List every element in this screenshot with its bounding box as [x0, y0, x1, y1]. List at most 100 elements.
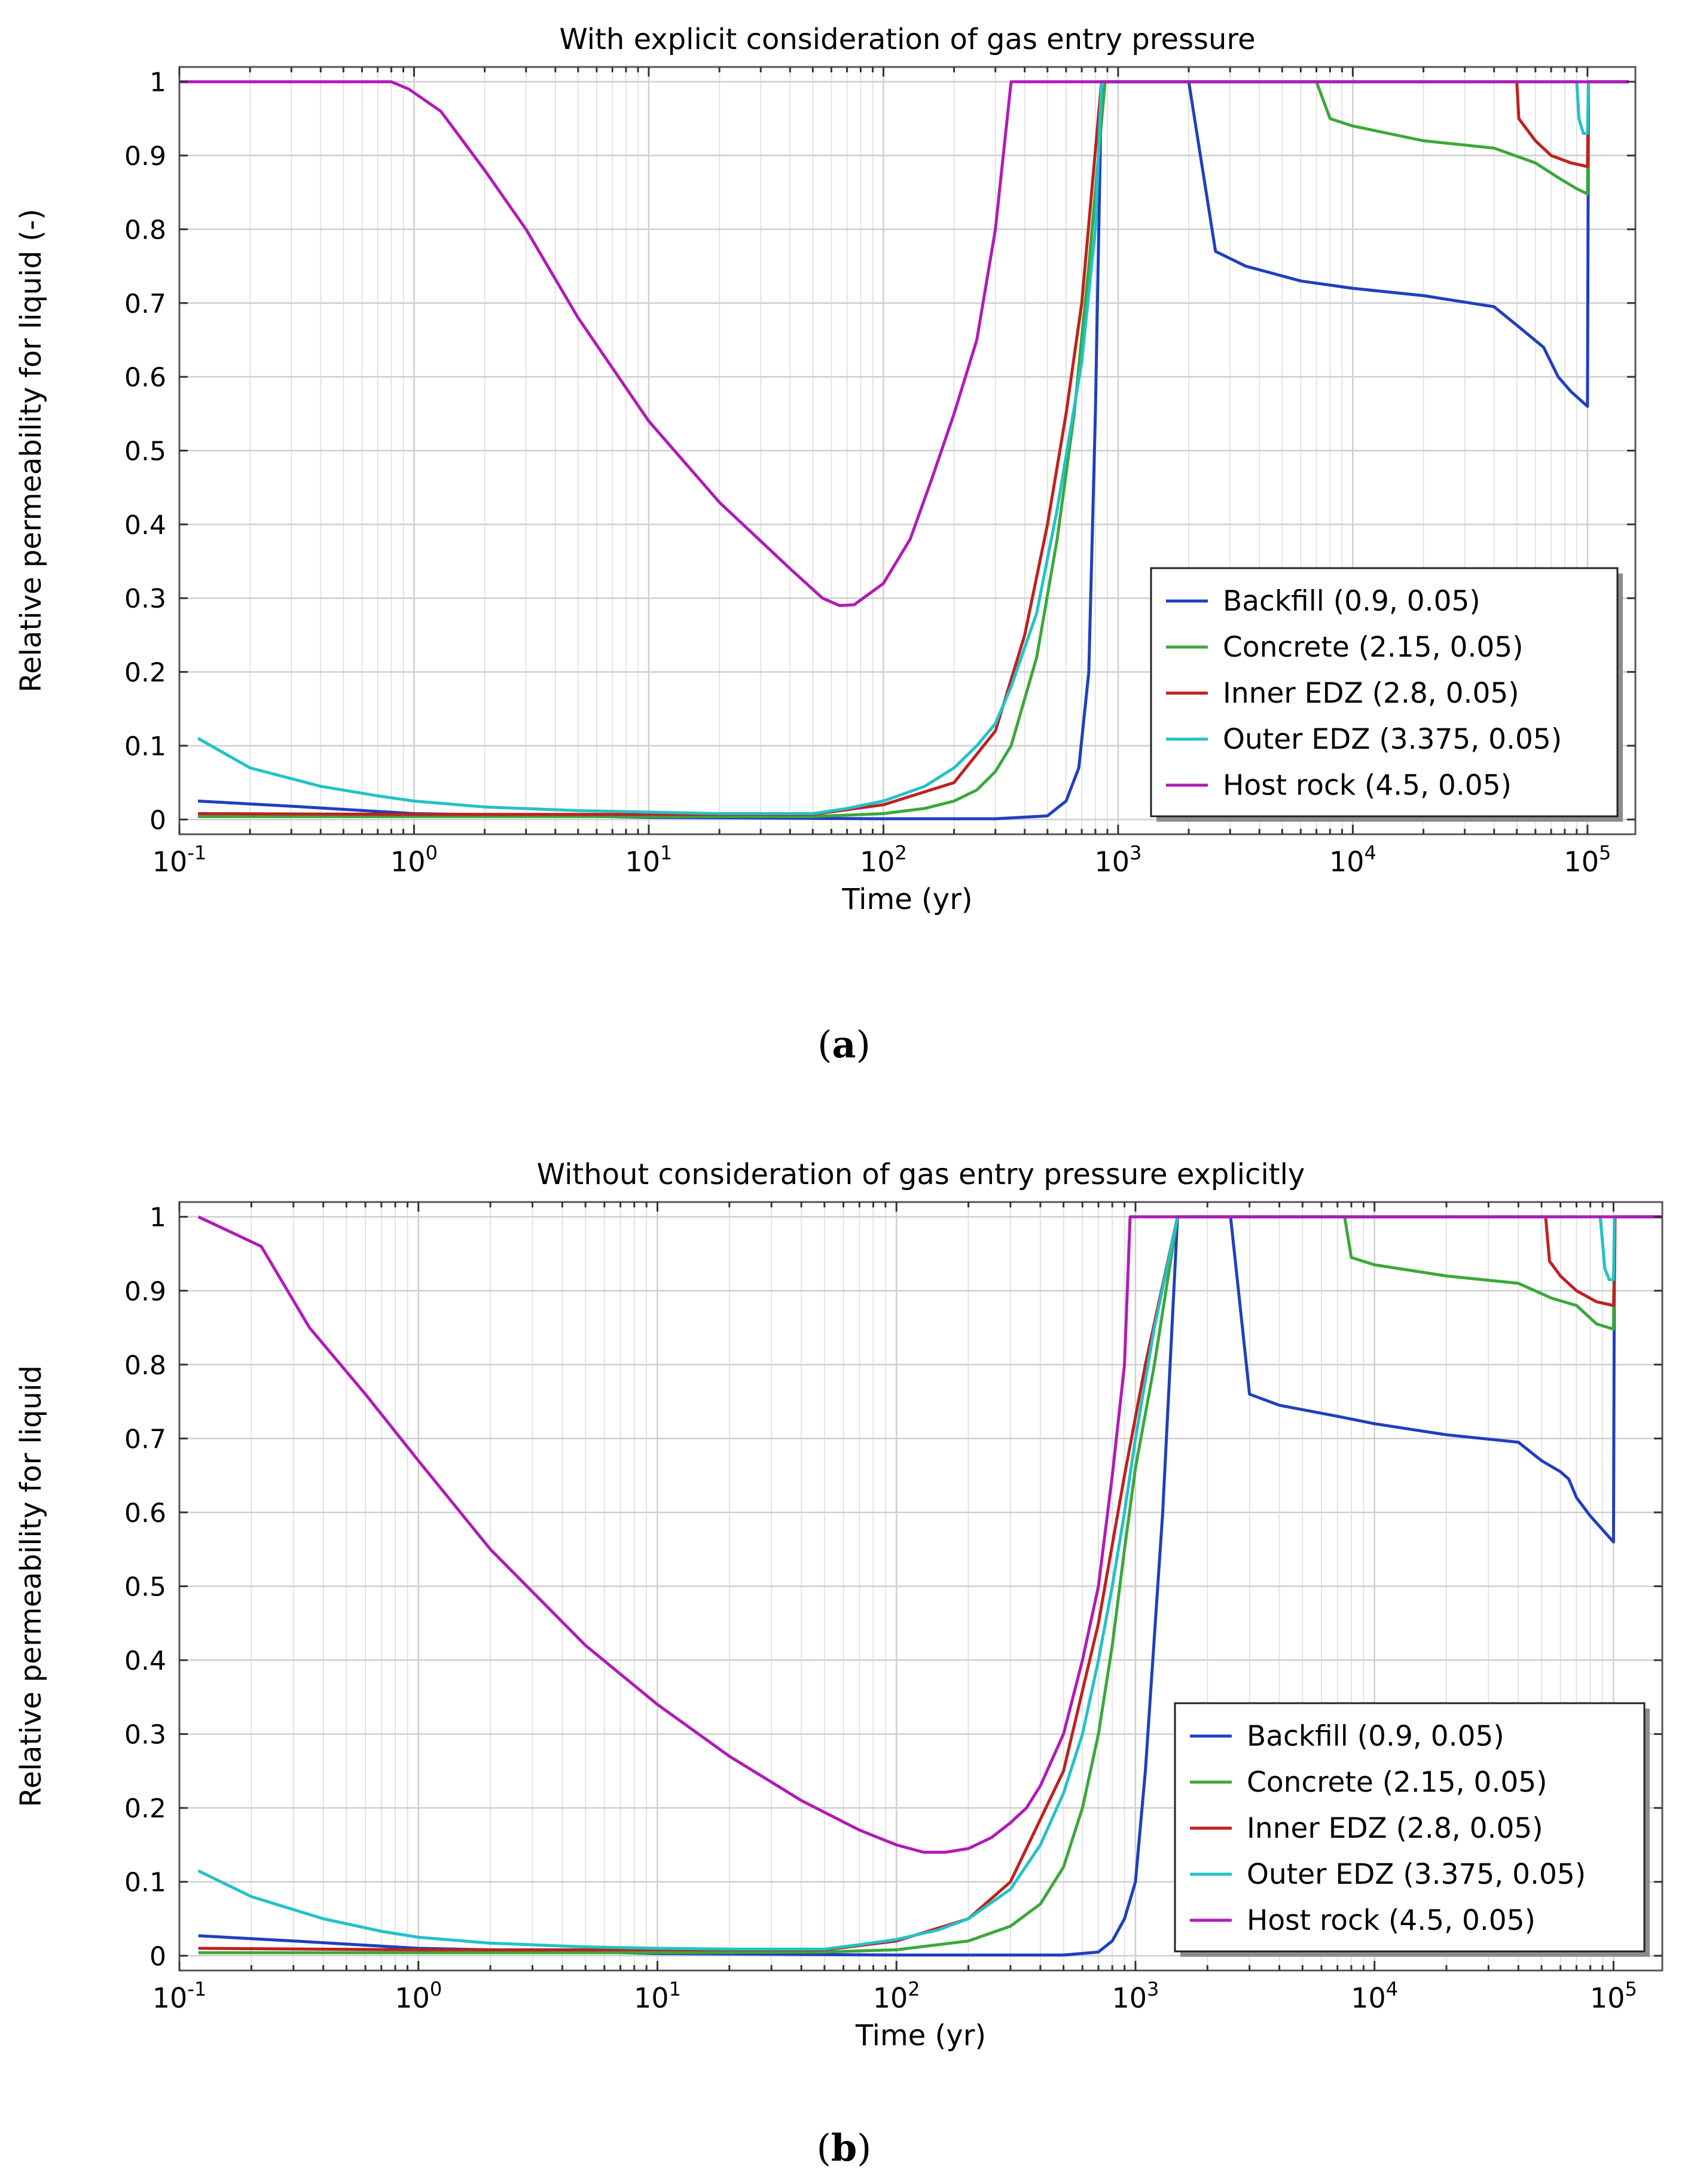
y-tick-label: 0.3 — [124, 1720, 166, 1750]
x-tick-label: 104 — [1351, 1978, 1398, 2014]
x-tick-base: 10 — [152, 1982, 188, 2014]
legend-box — [1150, 567, 1619, 818]
y-tick-label: 0.7 — [124, 289, 166, 319]
y-axis: 0 0.1 0.2 0.3 0.4 0.5 0.6 0.7 0.8 0.9 1 — [124, 68, 1635, 835]
x-tick-label: 105 — [1564, 841, 1611, 878]
legend-label-1: Concrete (2.15, 0.05) — [1247, 1766, 1547, 1799]
series-line-3 — [197, 80, 1629, 815]
y-tick-label: 0.8 — [124, 1350, 166, 1381]
legend: Backfill (0.9, 0.05) Concrete (2.15, 0.05… — [1174, 1702, 1650, 1957]
series-line-3 — [197, 1215, 1662, 1951]
x-tick-exponent: 1 — [669, 1978, 681, 2000]
x-tick-exponent: -1 — [187, 841, 206, 864]
x-tick-base: 10 — [1112, 1982, 1147, 2014]
series-line-1 — [198, 1215, 1662, 1954]
x-tick-base: 10 — [1564, 846, 1599, 878]
series-line-4 — [179, 80, 1629, 608]
x-tick-base: 10 — [1329, 846, 1365, 878]
x-tick-exponent: 5 — [1599, 841, 1611, 864]
x-tick-exponent: 5 — [1625, 1978, 1637, 2000]
x-tick-base: 10 — [1351, 1982, 1386, 2014]
y-tick-label: 0.5 — [124, 1572, 166, 1603]
legend-box — [1174, 1702, 1646, 1953]
series-line-1 — [198, 80, 1629, 818]
y-tick-label: 0.8 — [124, 215, 166, 245]
x-axis: 10-1 100 101 102 103 104 105 — [152, 1202, 1637, 2014]
x-tick-exponent: 3 — [1147, 1978, 1159, 2000]
x-tick-label: 10-1 — [152, 841, 206, 878]
x-tick-base: 10 — [860, 846, 895, 878]
x-tick-exponent: 2 — [908, 1978, 920, 2000]
x-tick-exponent: 0 — [430, 1978, 442, 2000]
legend-label-4: Host rock (4.5, 0.05) — [1247, 1904, 1536, 1937]
y-tick-label: 0.2 — [124, 658, 166, 688]
x-tick-label: 101 — [625, 841, 673, 878]
x-axis: 10-1 100 101 102 103 104 105 — [152, 67, 1611, 878]
x-tick-exponent: -1 — [187, 1978, 206, 2000]
x-tick-label: 103 — [1112, 1978, 1159, 2014]
x-tick-base: 10 — [625, 846, 661, 878]
legend-label-3: Outer EDZ (3.375, 0.05) — [1223, 723, 1562, 756]
x-tick-base: 10 — [1094, 846, 1130, 878]
x-tick-label: 10-1 — [152, 1978, 206, 2014]
y-tick-label: 0.3 — [124, 584, 166, 614]
y-tick-label: 0.1 — [124, 731, 166, 762]
legend-label-1: Concrete (2.15, 0.05) — [1223, 631, 1524, 664]
series-line-0 — [197, 80, 1629, 820]
x-tick-base: 10 — [873, 1982, 908, 2014]
y-axis: 0 0.1 0.2 0.3 0.4 0.5 0.6 0.7 0.8 0.9 1 — [124, 1203, 1662, 1972]
legend-label-0: Backfill (0.9, 0.05) — [1247, 1720, 1504, 1753]
y-tick-label: 0.7 — [124, 1424, 166, 1454]
y-tick-label: 0.9 — [124, 141, 166, 172]
y-tick-label: 0.6 — [124, 1498, 166, 1529]
y-tick-label: 0.4 — [124, 1646, 166, 1676]
x-tick-base: 10 — [152, 846, 188, 878]
y-axis-label: Relative permeability for liquid — [14, 1365, 48, 1807]
y-tick-label: 0.6 — [124, 362, 166, 393]
figure-panel-a: 0 0.1 0.2 0.3 0.4 0.5 0.6 0.7 0.8 0.9 1 10-1 100 101 1… — [0, 0, 1688, 969]
figure-panel-b: 0 0.1 0.2 0.3 0.4 0.5 0.6 0.7 0.8 0.9 1 10-1 100 101 1… — [0, 1124, 1688, 2081]
chart-title: With explicit consideration of gas entry… — [559, 23, 1255, 56]
y-tick-label: 0.2 — [124, 1793, 166, 1824]
legend-label-0: Backfill (0.9, 0.05) — [1223, 585, 1481, 618]
y-tick-label: 0.9 — [124, 1276, 166, 1307]
x-tick-label: 102 — [860, 841, 907, 878]
x-tick-base: 10 — [634, 1982, 669, 2014]
x-tick-label: 105 — [1590, 1978, 1637, 2014]
legend-label-2: Inner EDZ (2.8, 0.05) — [1223, 677, 1519, 710]
y-tick-label: 0.1 — [124, 1868, 166, 1898]
legend-label-3: Outer EDZ (3.375, 0.05) — [1247, 1858, 1586, 1891]
x-tick-exponent: 4 — [1386, 1978, 1398, 2000]
x-tick-label: 100 — [395, 1978, 442, 2014]
x-tick-exponent: 1 — [660, 841, 672, 864]
legend-label-4: Host rock (4.5, 0.05) — [1223, 769, 1512, 802]
series-line-0 — [198, 1215, 1662, 1957]
y-axis-label: Relative permeability for liquid (-) — [14, 209, 48, 693]
x-tick-base: 10 — [395, 1982, 430, 2014]
legend-label-2: Inner EDZ (2.8, 0.05) — [1247, 1812, 1543, 1845]
series-group — [179, 80, 1629, 820]
x-axis-label: Time (yr) — [841, 883, 972, 916]
x-tick-label: 102 — [873, 1978, 920, 2014]
series-group — [197, 1215, 1662, 1957]
chart-title: Without consideration of gas entry press… — [537, 1158, 1305, 1191]
x-tick-exponent: 3 — [1130, 841, 1141, 864]
x-tick-label: 104 — [1329, 841, 1376, 878]
panel-label-b: (b) — [816, 2126, 872, 2170]
legend: Backfill (0.9, 0.05) Concrete (2.15, 0.05… — [1150, 567, 1623, 822]
panel-label-a: (a) — [817, 1023, 871, 1066]
x-tick-label: 100 — [390, 841, 438, 878]
y-tick-label: 0 — [149, 1941, 166, 1972]
x-tick-label: 103 — [1094, 841, 1141, 878]
x-tick-label: 101 — [634, 1978, 681, 2014]
x-tick-exponent: 2 — [895, 841, 907, 864]
x-tick-exponent: 4 — [1364, 841, 1376, 864]
x-tick-base: 10 — [390, 846, 426, 878]
x-tick-base: 10 — [1590, 1982, 1625, 2014]
x-tick-exponent: 0 — [426, 841, 438, 864]
series-line-4 — [197, 1215, 1662, 1854]
y-tick-label: 1 — [149, 1203, 166, 1233]
y-tick-label: 0.4 — [124, 510, 166, 541]
